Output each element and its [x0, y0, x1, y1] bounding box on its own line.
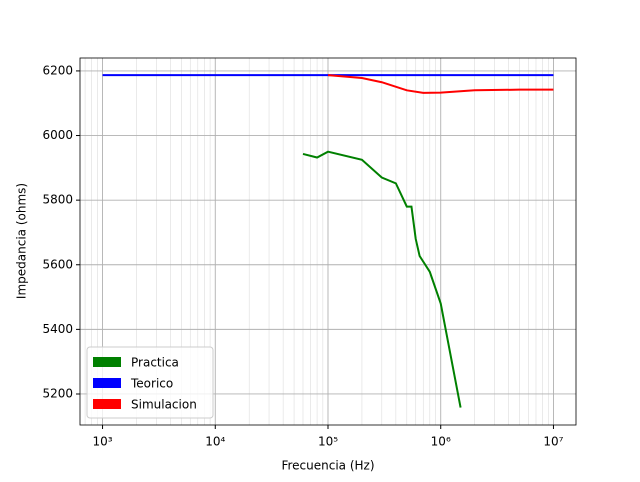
legend-swatch: [93, 357, 121, 367]
y-tick-label: 6000: [42, 128, 73, 142]
y-axis-label: Impedancia (ohms): [15, 183, 29, 299]
legend-swatch: [93, 378, 121, 388]
x-tick-label: 10⁷: [543, 435, 563, 449]
y-tick-label: 6200: [42, 63, 73, 77]
legend-label: Simulacion: [131, 398, 197, 412]
x-tick-label: 10⁴: [205, 435, 225, 449]
x-axis-label: Frecuencia (Hz): [281, 459, 374, 473]
legend-label: Practica: [131, 356, 179, 370]
x-tick-label: 10⁶: [431, 435, 451, 449]
series-line: [327, 74, 554, 94]
y-tick-label: 5600: [42, 257, 73, 271]
x-tick-label: 10³: [92, 435, 112, 449]
y-tick-label: 5800: [42, 193, 73, 207]
legend-swatch: [93, 399, 121, 409]
legend-label: Teorico: [130, 377, 173, 391]
plot-frame: [79, 57, 577, 426]
y-tick-label: 5200: [42, 386, 73, 400]
y-tick-label: 5400: [42, 322, 73, 336]
series-line: [302, 150, 462, 408]
x-tick-label: 10⁵: [318, 435, 338, 449]
